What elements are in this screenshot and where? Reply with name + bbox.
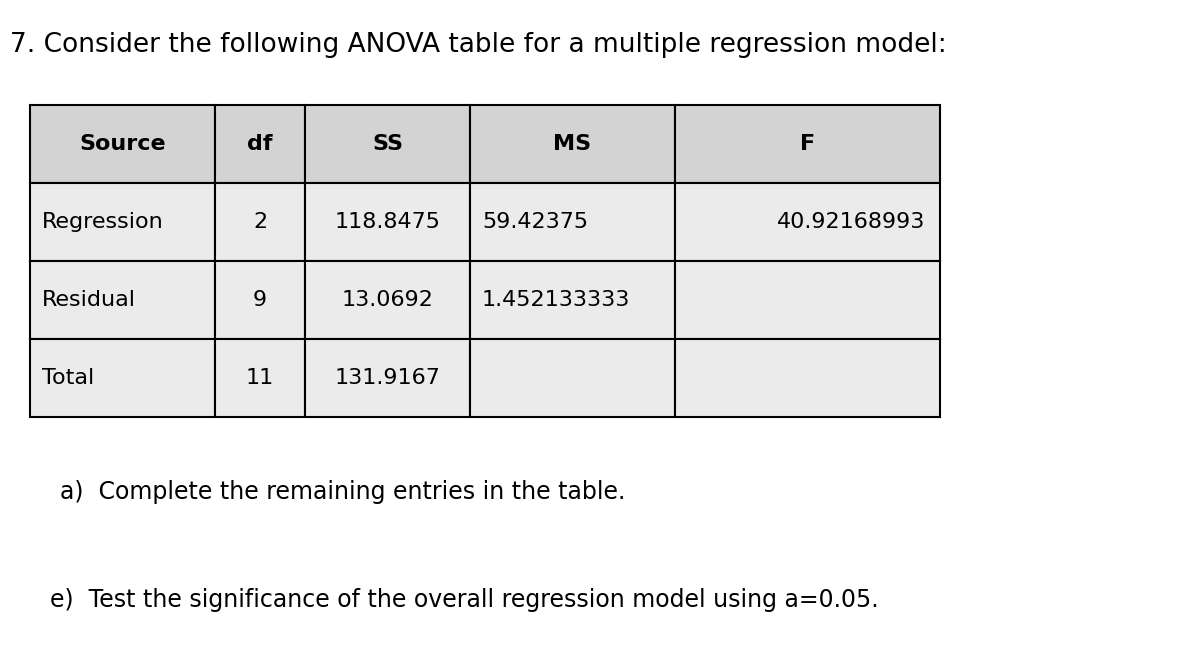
Text: SS: SS	[372, 134, 403, 154]
Bar	[30, 339, 215, 417]
Text: F: F	[800, 134, 815, 154]
Bar	[215, 339, 305, 417]
Bar	[470, 105, 674, 183]
Text: 11: 11	[246, 368, 274, 388]
Bar	[470, 261, 674, 339]
Text: 2: 2	[253, 212, 268, 232]
Bar	[674, 105, 940, 183]
Bar	[30, 105, 215, 183]
Bar	[30, 261, 215, 339]
Bar	[674, 339, 940, 417]
Text: Residual: Residual	[42, 290, 136, 310]
Text: 7. Consider the following ANOVA table for a multiple regression model:: 7. Consider the following ANOVA table fo…	[10, 32, 947, 58]
Bar	[470, 183, 674, 261]
Bar	[674, 261, 940, 339]
Text: 1.452133333: 1.452133333	[482, 290, 630, 310]
Text: Regression: Regression	[42, 212, 163, 232]
Bar	[30, 183, 215, 261]
Text: 118.8475: 118.8475	[335, 212, 440, 232]
Text: Source: Source	[79, 134, 166, 154]
Bar	[470, 339, 674, 417]
Bar	[215, 261, 305, 339]
Bar	[215, 105, 305, 183]
Text: a)  Complete the remaining entries in the table.: a) Complete the remaining entries in the…	[60, 480, 625, 504]
Text: 131.9167: 131.9167	[335, 368, 440, 388]
Bar	[215, 183, 305, 261]
Text: Total: Total	[42, 368, 95, 388]
Text: 9: 9	[253, 290, 268, 310]
Bar	[305, 183, 470, 261]
Text: 13.0692: 13.0692	[342, 290, 433, 310]
Text: 40.92168993: 40.92168993	[776, 212, 925, 232]
Bar	[674, 183, 940, 261]
Text: e)  Test the significance of the overall regression model using a=0.05.: e) Test the significance of the overall …	[50, 588, 878, 612]
Bar	[305, 339, 470, 417]
Text: 59.42375: 59.42375	[482, 212, 588, 232]
Text: df: df	[247, 134, 272, 154]
Bar	[305, 261, 470, 339]
Text: MS: MS	[553, 134, 592, 154]
Bar	[305, 105, 470, 183]
